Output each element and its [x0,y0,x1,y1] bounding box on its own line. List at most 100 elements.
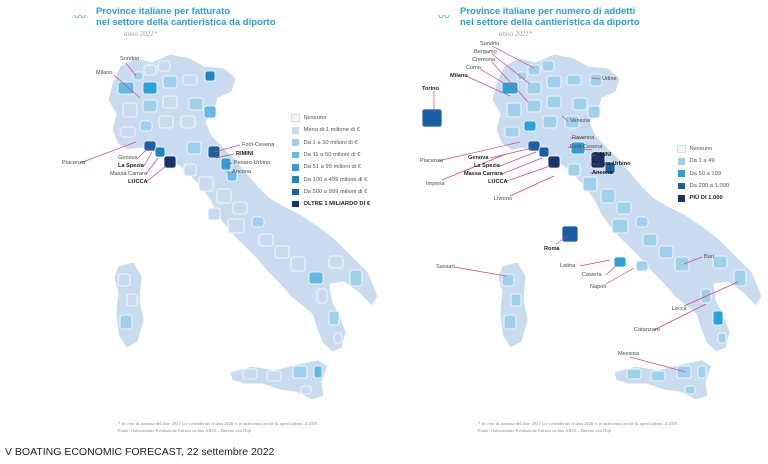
province-region [120,126,136,138]
leader-line [79,141,137,164]
province-region [676,365,692,379]
place-label: Sassari [436,264,455,270]
province-region [258,233,274,247]
province-region [198,176,214,192]
legend-swatch [678,182,685,190]
province-region [204,70,216,82]
province-region [154,146,166,158]
province-region [142,99,158,113]
leader-line [215,153,235,159]
leader-line [561,115,569,122]
province-region [242,368,258,380]
legend-label: Nessuno [303,115,327,122]
province-region [139,120,153,132]
province-region [697,365,707,379]
leader-line [213,144,241,153]
province-region [503,314,517,330]
place-label: La Spezia [474,163,500,169]
legend-item: Da 200 a 1.000 [678,180,729,192]
province-region [566,74,582,86]
leader-line [113,74,141,99]
province-region [333,332,343,344]
leader-line [125,62,137,77]
place-label: RIMINI [594,152,612,158]
place-label: Udine [602,76,617,82]
province-region [328,310,340,326]
legend-label: Da 200 a 1.000 [689,183,730,190]
place-label: Catanzaro [634,327,660,333]
province-region [658,245,674,259]
province-region [626,368,642,380]
province-region [516,71,528,81]
legend-label: Da 11 a 50 milioni di € [303,152,361,159]
italy-map-fatturato [79,53,379,401]
footnote-line-2: Fonte: elaborazione Fondazione Edison su… [478,428,612,433]
province-region [541,60,555,72]
province-region [132,71,144,81]
leader-line [555,235,569,245]
legend-label: Da 51 a 99 milioni di € [303,164,361,171]
bottom-caption: V BOATING ECONOMIC FORECAST, 22 settembr… [5,446,275,458]
province-region [547,155,561,169]
legend: Nessuno Da 1 a 49 Da 50 a 199 Da 200 a 1.00… [677,143,729,204]
place-label: La Spezia [118,163,144,169]
place-label: Pesaro-Urbino [234,160,271,166]
province-region [157,60,171,72]
province-region [587,105,601,119]
leader-line [509,175,555,197]
place-label: Bergamo [474,49,497,55]
leader-line [579,259,611,267]
province-region [162,75,178,89]
leader-line [591,154,599,157]
title-line-2: nel settore della cantieristica da dipor… [460,17,640,28]
province-region [143,64,157,76]
legend-swatch [678,158,685,165]
leader-line [491,61,529,103]
province-region [604,161,616,175]
province-region [642,233,658,247]
province-region [589,73,603,87]
province-region [117,273,131,287]
place-label: Torino [422,86,439,92]
map-title: 〰 Province italiane per numero di addett… [438,6,640,28]
legend-swatch [292,200,299,208]
legend-swatch [292,188,299,196]
place-label: Livorno [494,196,513,202]
place-label: Ancona [232,169,251,175]
province-region [635,216,649,228]
province-region [162,95,178,109]
place-label: Caserta [582,272,602,278]
leader-line [605,267,635,285]
place-label: Genova [118,155,138,161]
legend-item: PIÙ DI 1.000 [678,192,729,204]
leader-line [221,162,233,167]
legend-swatch [292,151,299,159]
map-subtitle: anno 2021* [499,30,533,38]
legend-swatch [292,139,299,146]
province-region [226,170,238,182]
leader-line [629,356,687,373]
province-region [227,218,245,234]
place-label: Massa Carrara [464,171,503,177]
province-region [328,255,344,269]
place-label: Piacenza [420,158,444,164]
place-label: Ancona [592,170,613,176]
place-label: Sondrio [480,41,500,47]
footnote-line-1: * In caso di assenza del dato 2021 si è … [478,421,679,426]
leader-line [501,157,543,175]
province-region [216,188,232,204]
province-region [611,218,629,234]
province-region [163,155,177,169]
province-region [733,269,747,287]
province-region [290,256,306,272]
place-label: LUCCA [488,179,508,185]
legend-swatch [292,176,299,183]
leader-line [437,141,521,162]
province-region [117,81,135,95]
legend-label: PIÙ DI 1.000 [689,195,723,202]
leader-line [653,303,707,331]
province-region [186,141,202,155]
leader-line [683,281,739,307]
leader-line [453,266,507,277]
place-label: Sondrio [120,56,140,62]
